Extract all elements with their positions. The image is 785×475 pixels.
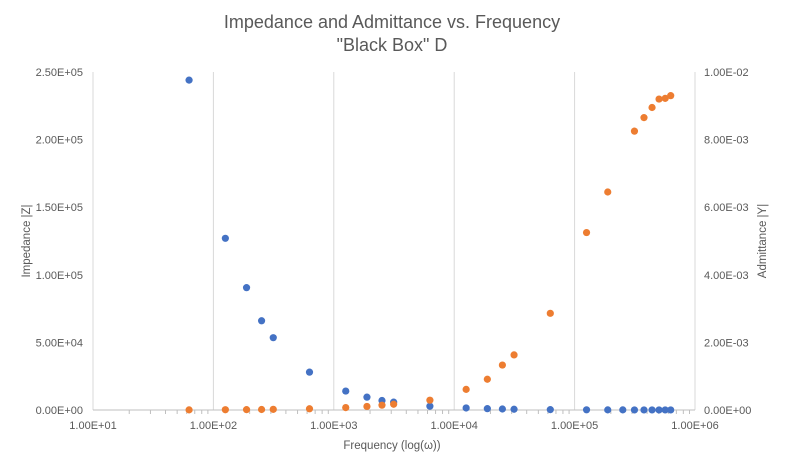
impedance-point <box>667 406 675 414</box>
admittance-point <box>661 94 669 102</box>
tick-labels: 1.00E+01 1.00E+02 1.00E+03 1.00E+04 1.00E+05… <box>36 67 752 432</box>
admittance-point <box>257 405 266 414</box>
y2-tick-label: 4.00E-03 <box>704 270 749 282</box>
admittance-point <box>242 406 251 414</box>
y2-tick-label: 6.00E-03 <box>704 202 749 214</box>
admittance-point <box>640 114 648 122</box>
y-tick-label: 2.00E+05 <box>36 135 83 147</box>
impedance-point <box>185 76 193 84</box>
admittance-point <box>510 351 518 359</box>
impedance-point <box>363 393 371 401</box>
admittance-point <box>426 396 434 404</box>
y-tick-label: 5.00E+04 <box>36 337 83 349</box>
impedance-point <box>242 284 251 292</box>
impedance-point <box>630 406 639 414</box>
impedance-point <box>462 404 470 412</box>
admittance-point <box>498 361 506 369</box>
y2-tick-label: 2.00E-03 <box>704 337 749 349</box>
data-points <box>185 76 675 414</box>
admittance-point <box>546 309 554 317</box>
admittance-point <box>221 406 229 414</box>
y2-tick-label: 0.00E+00 <box>704 405 751 417</box>
y2-tick-label: 1.00E-02 <box>704 67 749 79</box>
impedance-point <box>269 334 277 342</box>
y-tick-label: 1.00E+05 <box>36 270 83 282</box>
x-axis-title: Frequency (log(ω)) <box>343 440 440 452</box>
admittance-point <box>378 401 386 409</box>
y-tick-label: 0.00E+00 <box>36 405 83 417</box>
impedance-point <box>582 406 591 414</box>
impedance-point <box>655 406 663 414</box>
impedance-point <box>619 406 627 414</box>
admittance-point <box>582 228 591 237</box>
x-tick-label: 1.00E+01 <box>69 420 116 432</box>
impedance-point <box>640 406 648 414</box>
impedance-point <box>305 368 314 376</box>
impedance-point <box>483 405 491 413</box>
impedance-point <box>426 402 434 410</box>
gridlines <box>92 72 696 410</box>
chart-title: Impedance and Admittance vs. Frequency <box>224 12 560 32</box>
impedance-point <box>221 234 229 242</box>
axes <box>93 409 695 414</box>
admittance-point <box>305 405 314 413</box>
impedance-point <box>546 406 554 414</box>
admittance-point <box>185 406 193 414</box>
impedance-point <box>342 387 350 395</box>
impedance-point <box>510 405 518 413</box>
x-tick-label: 1.00E+03 <box>310 420 357 432</box>
x-tick-label: 1.00E+06 <box>671 420 718 432</box>
y2-tick-label: 8.00E-03 <box>704 135 749 147</box>
y-axis-title: Impedance |Z| <box>21 204 33 277</box>
impedance-point <box>648 406 656 414</box>
admittance-point <box>655 95 663 103</box>
admittance-point <box>630 127 639 135</box>
x-tick-label: 1.00E+05 <box>551 420 598 432</box>
admittance-point <box>667 92 675 100</box>
admittance-point <box>342 404 350 412</box>
x-tick-label: 1.00E+02 <box>190 420 237 432</box>
admittance-point <box>648 103 656 112</box>
admittance-point <box>604 188 612 196</box>
x-tick-label: 1.00E+04 <box>430 420 477 432</box>
impedance-point <box>604 406 612 414</box>
y-tick-label: 1.50E+05 <box>36 202 83 214</box>
y2-axis-title: Admittance |Y| <box>757 204 769 278</box>
admittance-point <box>363 402 371 411</box>
admittance-point <box>483 375 491 383</box>
admittance-point <box>462 385 470 393</box>
y-tick-label: 2.50E+05 <box>36 67 83 79</box>
admittance-point <box>390 400 398 408</box>
impedance-point <box>661 406 669 414</box>
impedance-point <box>257 317 266 325</box>
impedance-point <box>498 405 506 413</box>
admittance-point <box>269 405 277 413</box>
chart-subtitle: "Black Box" D <box>337 35 448 55</box>
